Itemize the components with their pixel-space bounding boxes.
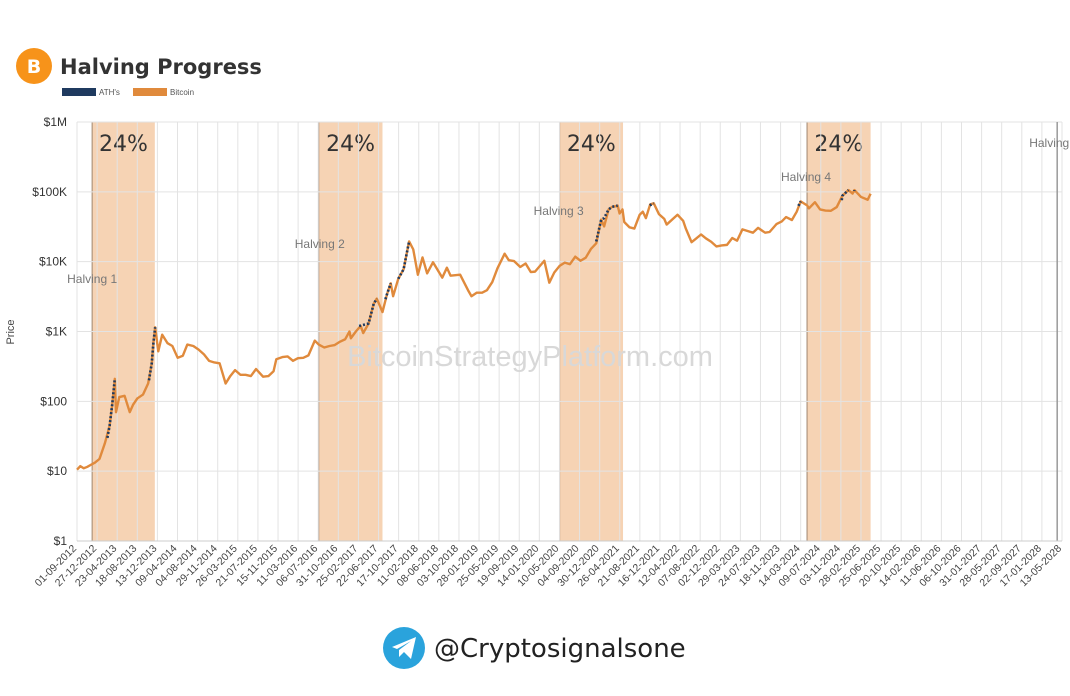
series-line-ath (840, 189, 850, 201)
y-axis: $1 $10 $100 $1K $10K $100K $1M (32, 115, 67, 548)
halving-label: Halving 2 (295, 237, 345, 251)
y-axis-label: Price (5, 319, 17, 344)
y-tick-label: $1 (54, 534, 68, 548)
band-percentage-label: 24% (326, 132, 375, 157)
bitcoin-logo-glyph: B (27, 56, 41, 78)
band-percentage-label: 24% (567, 132, 616, 157)
halving-label: Halving 5 (1029, 136, 1070, 150)
legend-swatch-bitcoin (133, 88, 167, 96)
y-tick-label: $10 (47, 464, 67, 478)
band-percentage-label: 24% (814, 132, 863, 157)
series-line-ath (649, 202, 655, 207)
halving-label: Halving 4 (781, 170, 831, 184)
y-tick-label: $10K (39, 255, 67, 269)
watermark-text: BitcoinStrategyPlatform.com (347, 341, 713, 373)
chart-header: B Halving Progress (16, 48, 262, 84)
series-line-ath (358, 298, 378, 328)
bitcoin-logo-icon (16, 48, 52, 84)
series-line-ath (384, 282, 392, 300)
watermark: BitcoinStrategyPlatform.com (347, 341, 713, 373)
series-line-bitcoin (76, 188, 872, 471)
x-axis: 01-09-201227-12-201223-04-201318-08-2013… (33, 540, 1064, 589)
band-percentage-label: 24% (99, 132, 148, 157)
legend: ATH's Bitcoin (62, 88, 194, 97)
footer: @Cryptosignalsone (383, 627, 686, 669)
halving-label: Halving 1 (67, 272, 117, 286)
telegram-plane-glyph (392, 637, 416, 659)
y-tick-label: $1K (46, 325, 67, 339)
halving-markers: Halving 1 Halving 2 Halving 3 Halving 4 Halv… (67, 122, 1070, 541)
legend-label-bitcoin: Bitcoin (170, 88, 194, 97)
legend-swatch-ath (62, 88, 96, 96)
series (76, 188, 872, 471)
y-tick-label: $1M (44, 115, 67, 129)
series-line-ath (397, 241, 411, 280)
legend-label-ath: ATH's (99, 88, 120, 97)
series-line-ath (594, 204, 618, 242)
y-tick-label: $100 (40, 394, 67, 408)
y-tick-label: $100K (32, 185, 67, 199)
halving-label: Halving 3 (534, 204, 584, 218)
grid (76, 121, 1063, 542)
series-line-ath (147, 327, 157, 381)
footer-handle[interactable]: @Cryptosignalsone (434, 634, 686, 664)
chart-title: Halving Progress (60, 55, 262, 79)
series-line-ath (797, 200, 802, 207)
